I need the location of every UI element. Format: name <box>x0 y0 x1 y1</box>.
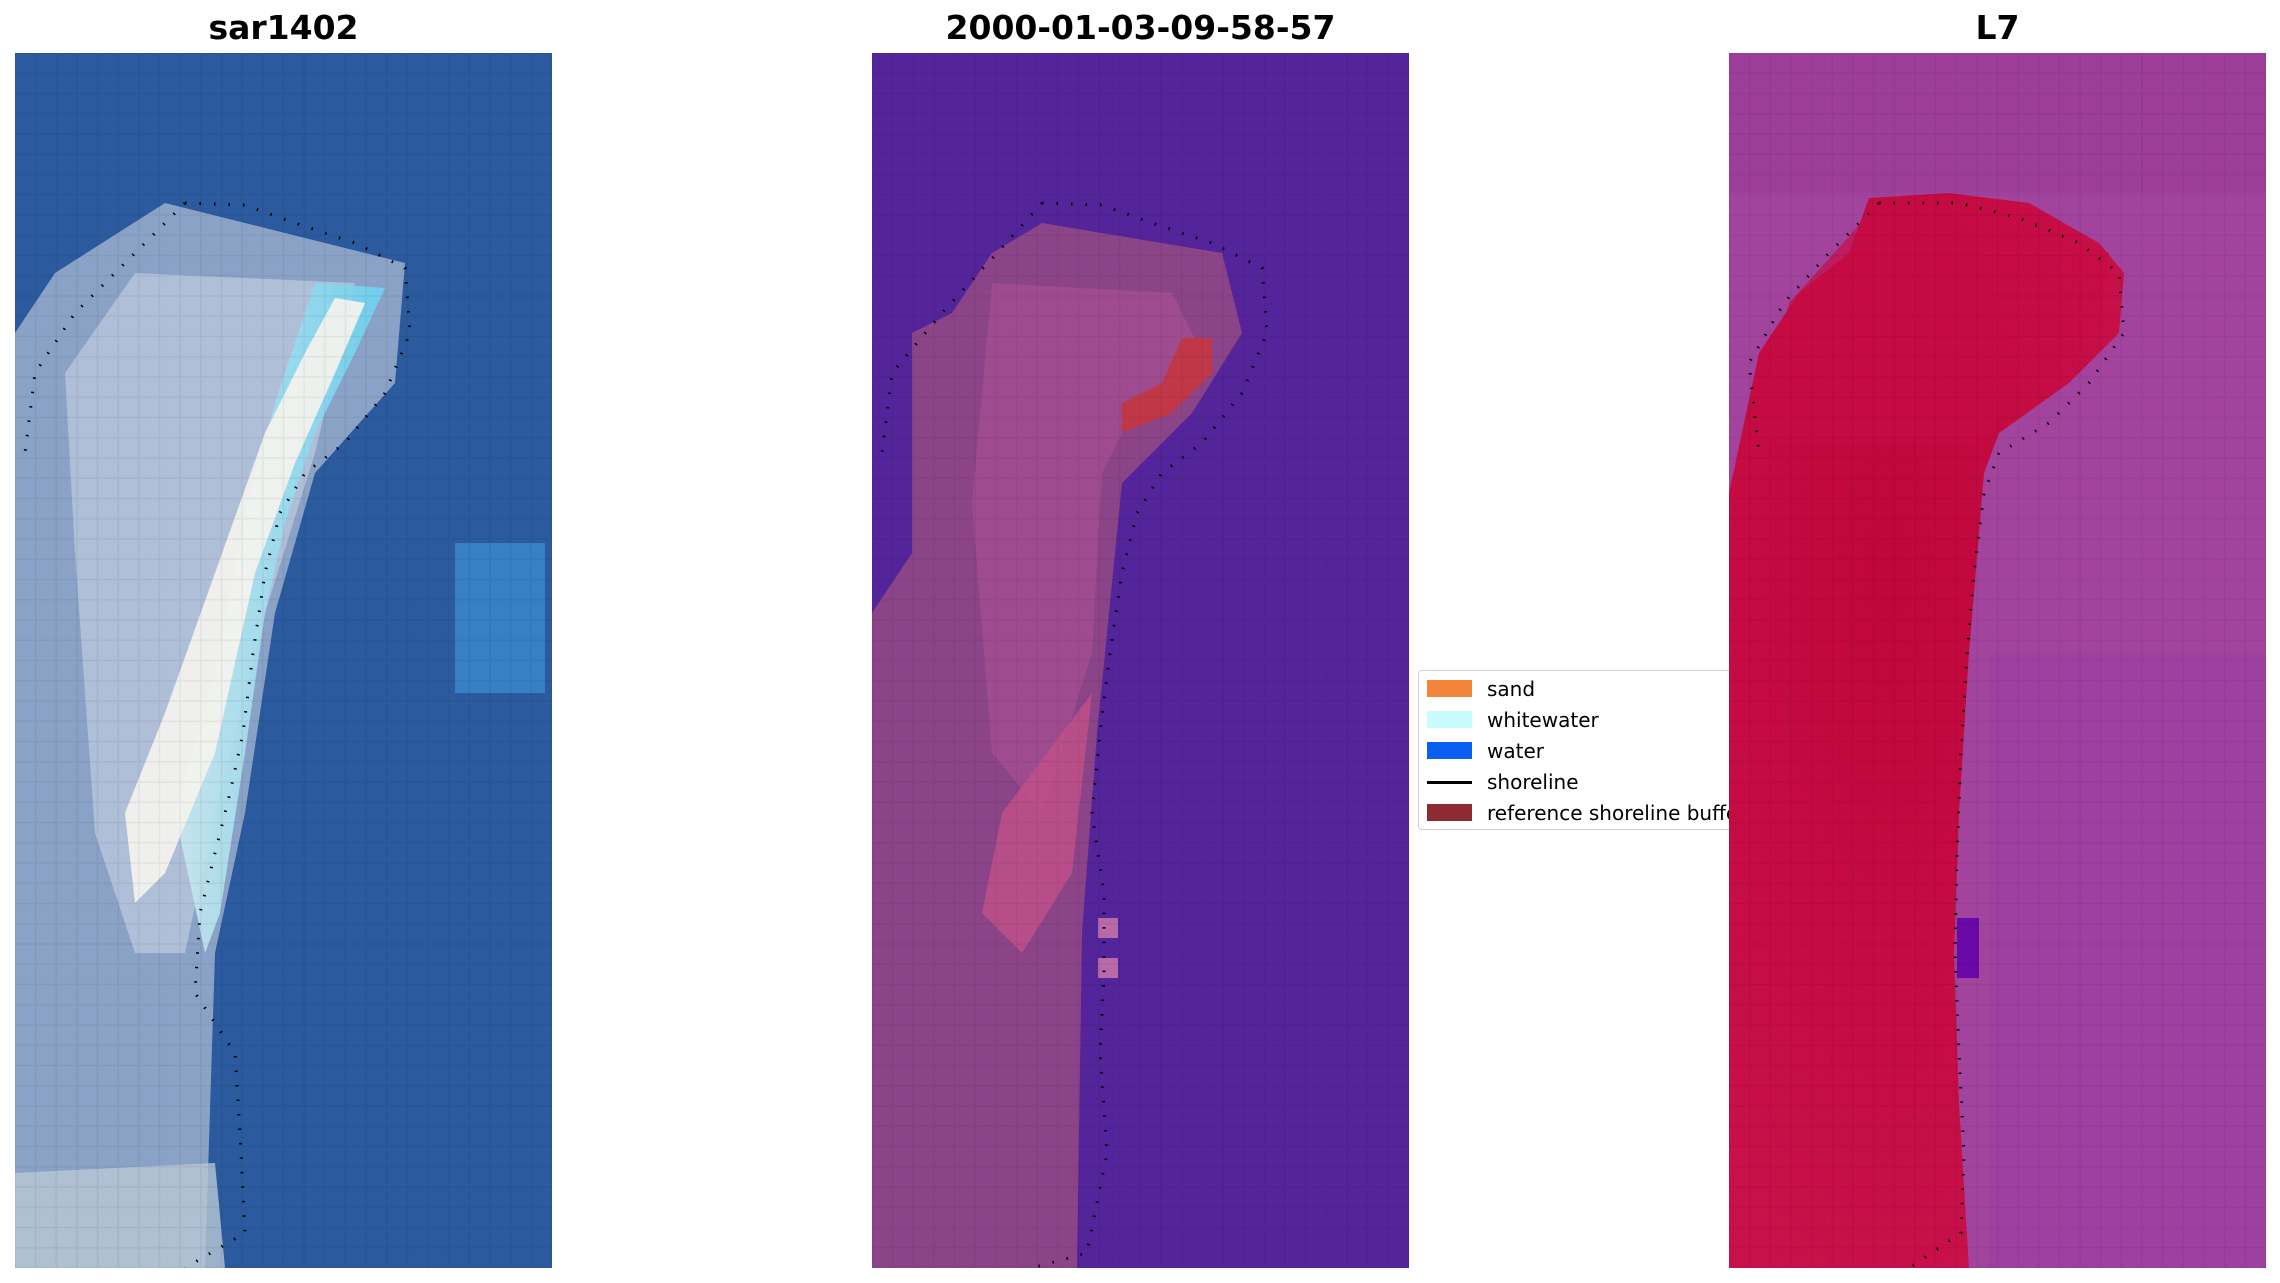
panel-title-middle: 2000-01-03-09-58-57 <box>945 8 1336 47</box>
classified-image <box>872 53 1409 1268</box>
legend-label-sand: sand <box>1487 677 1536 701</box>
legend-item-sand: sand <box>1427 677 1737 701</box>
classified-image-panel <box>872 53 1409 1268</box>
legend-item-water: water <box>1427 739 1737 763</box>
rgb-image-panel <box>15 53 552 1268</box>
legend-label-shoreline: shoreline <box>1487 770 1579 794</box>
legend-item-shoreline: shoreline <box>1427 770 1737 794</box>
legend-swatch-reference-buffer <box>1427 804 1472 821</box>
index-image <box>1729 53 2266 1268</box>
legend-swatch-water <box>1427 742 1472 759</box>
legend-swatch-whitewater <box>1427 711 1472 728</box>
legend-line-shoreline <box>1427 781 1472 784</box>
index-image-panel <box>1729 53 2266 1268</box>
legend-swatch-sand <box>1427 680 1472 697</box>
legend-label-whitewater: whitewater <box>1487 708 1599 732</box>
panel-title-left: sar1402 <box>208 8 359 47</box>
panel-title-right: L7 <box>1975 8 2020 47</box>
legend-label-water: water <box>1487 739 1544 763</box>
legend-item-reference-buffer: reference shoreline buffer <box>1427 801 1743 825</box>
rgb-image <box>15 53 552 1268</box>
legend: sand whitewater water shoreline referenc… <box>1418 670 1743 830</box>
legend-item-whitewater: whitewater <box>1427 708 1737 732</box>
legend-label-reference-buffer: reference shoreline buffer <box>1487 801 1743 825</box>
